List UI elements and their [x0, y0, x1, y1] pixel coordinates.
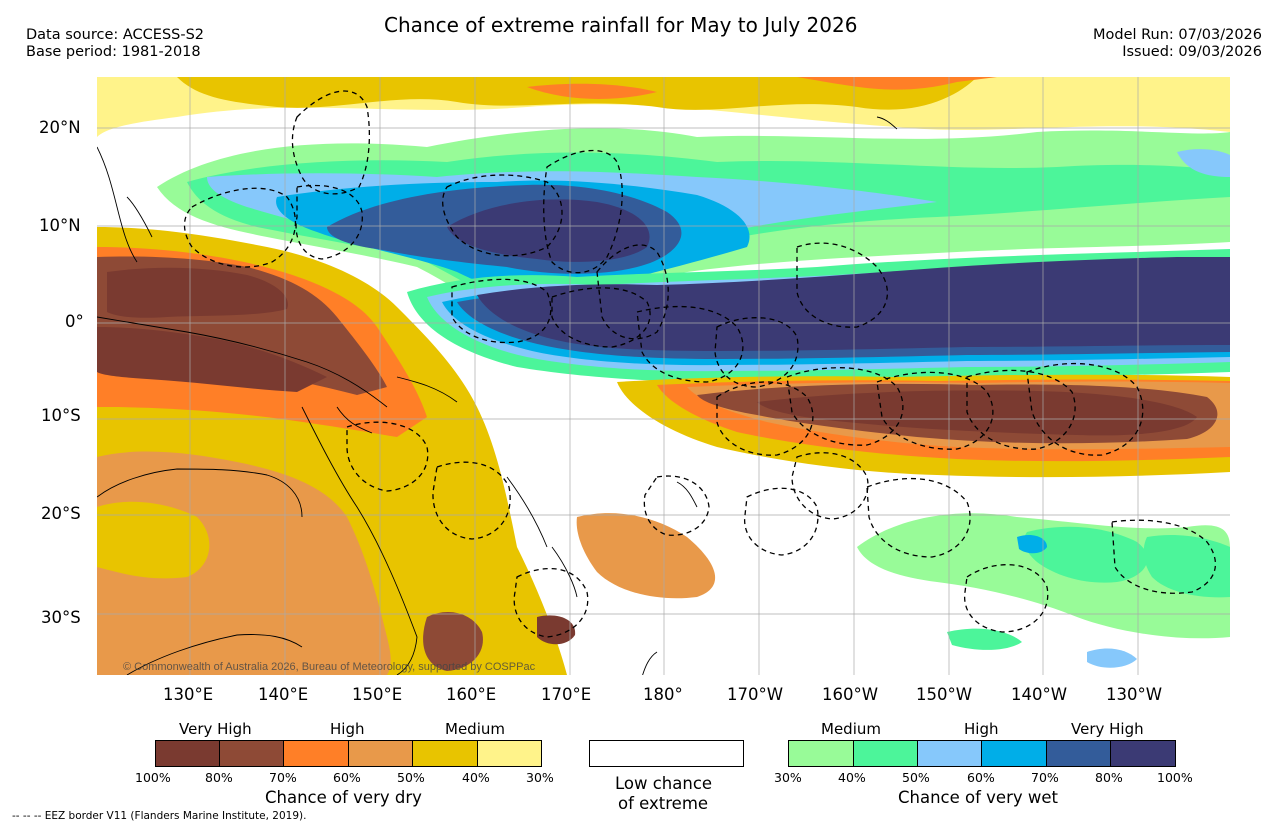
dry-swatch-40-30 — [477, 740, 542, 767]
data-source-label: Data source: ACCESS-S2 — [26, 27, 205, 43]
dry-tick: 100% — [135, 770, 171, 785]
lon-label: 180° — [643, 685, 683, 704]
dry-tick: 80% — [205, 770, 233, 785]
wet-caption: Chance of very wet — [898, 788, 1058, 807]
dry-tick: 50% — [397, 770, 425, 785]
lon-label: 140°W — [1011, 685, 1068, 704]
equatorial-wet-band — [407, 249, 1230, 383]
lon-label: 160°E — [446, 685, 497, 704]
wet-tick: 70% — [1031, 770, 1059, 785]
north-wet-band — [157, 128, 1230, 337]
wet-swatch-40-50 — [853, 740, 918, 767]
lat-label: 20°S — [41, 504, 81, 523]
low-chance-swatch — [589, 740, 744, 767]
dry-tick: 60% — [333, 770, 361, 785]
rainfall-map: © Commonwealth of Australia 2026, Bureau… — [97, 77, 1230, 675]
wet-tick: 30% — [774, 770, 802, 785]
chart-title: Chance of extreme rainfall for May to Ju… — [384, 13, 858, 37]
dry-caption: Chance of very dry — [265, 788, 422, 807]
dry-tick: 70% — [269, 770, 297, 785]
issued-label: Issued: 09/03/2026 — [1122, 44, 1262, 60]
eez-footnote: -- -- -- EEZ border V11 (Flanders Marine… — [12, 810, 307, 822]
low-chance-caption-line1: Low chance — [615, 774, 713, 793]
lat-label: 30°S — [41, 608, 81, 627]
dry-swatch-80-70 — [219, 740, 284, 767]
wet-tick: 60% — [967, 770, 995, 785]
model-run-label: Model Run: 07/03/2026 — [1092, 27, 1262, 43]
low-chance-caption-line2: of extreme — [618, 794, 709, 813]
dry-header-very-high: Very High — [179, 720, 252, 738]
map-canvas: © Commonwealth of Australia 2026, Bureau… — [97, 77, 1230, 675]
lon-label: 130°E — [163, 685, 214, 704]
eez-borders — [183, 90, 1216, 638]
lon-label: 160°W — [822, 685, 879, 704]
lon-label: 170°E — [541, 685, 592, 704]
lon-label: 130°W — [1106, 685, 1163, 704]
wet-header-high: High — [964, 720, 999, 738]
dry-swatch-50-40 — [412, 740, 478, 767]
lat-label: 20°N — [39, 118, 81, 137]
lat-label: 10°S — [41, 406, 81, 425]
map-copyright: © Commonwealth of Australia 2026, Bureau… — [123, 661, 536, 673]
wet-swatch-50-60 — [917, 740, 982, 767]
dry-tick: 30% — [526, 770, 554, 785]
wet-swatch-70-80 — [1046, 740, 1111, 767]
lat-label: 10°N — [39, 216, 81, 235]
lon-label: 150°E — [352, 685, 403, 704]
wet-tick: 40% — [838, 770, 866, 785]
lon-label: 150°W — [916, 685, 973, 704]
dry-swatch-60-50 — [348, 740, 413, 767]
wet-header-medium: Medium — [821, 720, 881, 738]
wet-swatch-30-40 — [788, 740, 854, 767]
dry-header-high: High — [330, 720, 365, 738]
base-period-label: Base period: 1981-2018 — [26, 44, 201, 60]
wet-header-very-high: Very High — [1071, 720, 1144, 738]
wet-swatch-60-70 — [981, 740, 1047, 767]
dry-swatch-100-80 — [155, 740, 220, 767]
wet-tick: 80% — [1095, 770, 1123, 785]
dry-tick: 40% — [462, 770, 490, 785]
lon-label: 170°W — [727, 685, 784, 704]
west-dry-region — [97, 227, 716, 675]
south-dry-band — [617, 374, 1230, 478]
wet-tick: 100% — [1157, 770, 1193, 785]
dry-swatch-70-60 — [283, 740, 349, 767]
lon-label: 140°E — [258, 685, 309, 704]
southeast-wet-patches — [857, 513, 1230, 668]
wet-tick: 50% — [902, 770, 930, 785]
coastlines — [97, 116, 898, 675]
wet-swatch-80-100 — [1110, 740, 1176, 767]
lat-label: 0° — [65, 312, 84, 331]
dry-header-medium: Medium — [445, 720, 505, 738]
